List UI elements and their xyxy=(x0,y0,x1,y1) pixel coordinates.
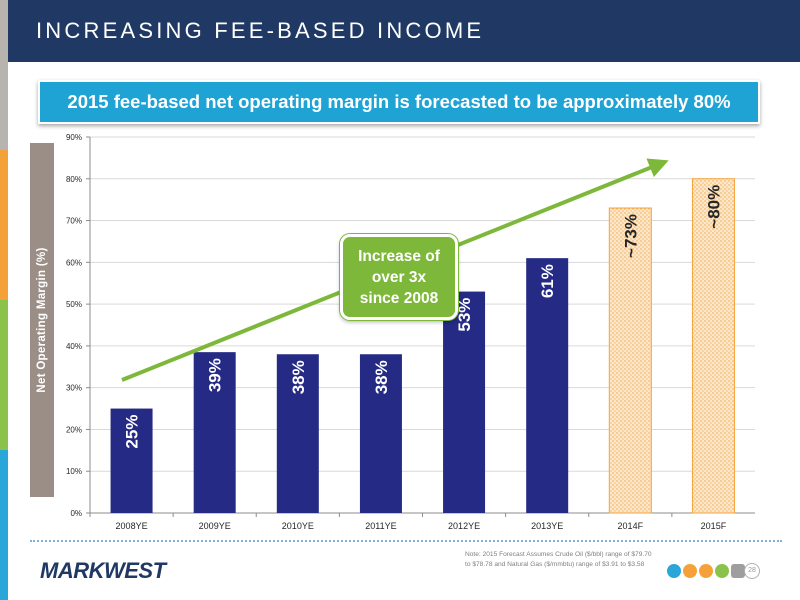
footer-divider xyxy=(30,540,782,542)
bar-2011ye xyxy=(359,354,402,513)
ngl-icon xyxy=(731,564,745,578)
gas-icon xyxy=(683,564,697,578)
data-label: 61% xyxy=(538,264,557,298)
x-tick-label: 2013YE xyxy=(531,521,563,531)
x-tick-label: 2015F xyxy=(701,521,727,531)
footnote: Note: 2015 Forecast Assumes Crude Oil ($… xyxy=(465,550,665,570)
x-tick-label: 2008YE xyxy=(116,521,148,531)
page-title: INCREASING FEE-BASED INCOME xyxy=(36,18,485,43)
y-axis-label-panel xyxy=(30,143,54,497)
y-tick-label: 40% xyxy=(66,342,82,351)
data-label: 53% xyxy=(455,298,474,332)
side-strip-segment-orange xyxy=(0,150,8,300)
side-strip-segment-blue xyxy=(0,450,8,600)
side-strip-segment-gray xyxy=(0,0,8,150)
bar-2015f xyxy=(691,178,735,514)
y-tick-label: 60% xyxy=(66,258,82,267)
bar-2010ye xyxy=(276,354,319,513)
bar-2013ye xyxy=(526,258,569,513)
y-tick-label: 10% xyxy=(66,467,82,476)
fuel-icon xyxy=(699,564,713,578)
headline-text: 2015 fee-based net operating margin is f… xyxy=(67,91,731,112)
leaf-icon xyxy=(715,564,729,578)
data-label: ~73% xyxy=(621,214,640,258)
oil-icon xyxy=(667,564,681,578)
data-label: ~80% xyxy=(704,185,723,229)
footnote-line-2: to $78.78 and Natural Gas ($/mmbtu) rang… xyxy=(465,561,645,568)
callout-line-2: over 3x xyxy=(371,268,427,286)
x-tick-label: 2014F xyxy=(618,521,644,531)
data-label: 38% xyxy=(289,360,308,394)
side-color-strip xyxy=(0,0,8,600)
markwest-logo: MARKWEST xyxy=(40,558,166,583)
y-tick-label: 20% xyxy=(66,425,82,434)
y-tick-label: 30% xyxy=(66,384,82,393)
bar-2009ye xyxy=(193,352,236,513)
headline-banner: 2015 fee-based net operating margin is f… xyxy=(38,80,760,124)
bar-2008ye xyxy=(110,408,153,513)
side-strip-segment-green xyxy=(0,300,8,450)
header-bar: INCREASING FEE-BASED INCOME xyxy=(8,0,800,62)
data-label: 25% xyxy=(123,415,142,449)
y-tick-label: 70% xyxy=(66,217,82,226)
footnote-line-1: Note: 2015 Forecast Assumes Crude Oil ($… xyxy=(465,551,652,558)
growth-callout: Increase of over 3x since 2008 xyxy=(340,234,458,320)
x-tick-label: 2011YE xyxy=(365,521,396,531)
y-tick-label: 90% xyxy=(66,133,82,142)
bar-2014f xyxy=(608,207,652,514)
y-tick-label: 80% xyxy=(66,175,82,184)
x-tick-label: 2012YE xyxy=(448,521,480,531)
data-label: 38% xyxy=(372,360,391,394)
data-label: 39% xyxy=(206,358,225,392)
callout-line-3: since 2008 xyxy=(359,289,439,307)
y-tick-label: 50% xyxy=(66,300,82,309)
y-tick-label: 0% xyxy=(70,509,82,518)
x-tick-label: 2009YE xyxy=(199,521,231,531)
x-tick-label: 2010YE xyxy=(282,521,314,531)
bar-2012ye xyxy=(443,291,486,513)
callout-line-1: Increase of xyxy=(358,247,440,265)
page-number: 28 xyxy=(744,563,760,579)
